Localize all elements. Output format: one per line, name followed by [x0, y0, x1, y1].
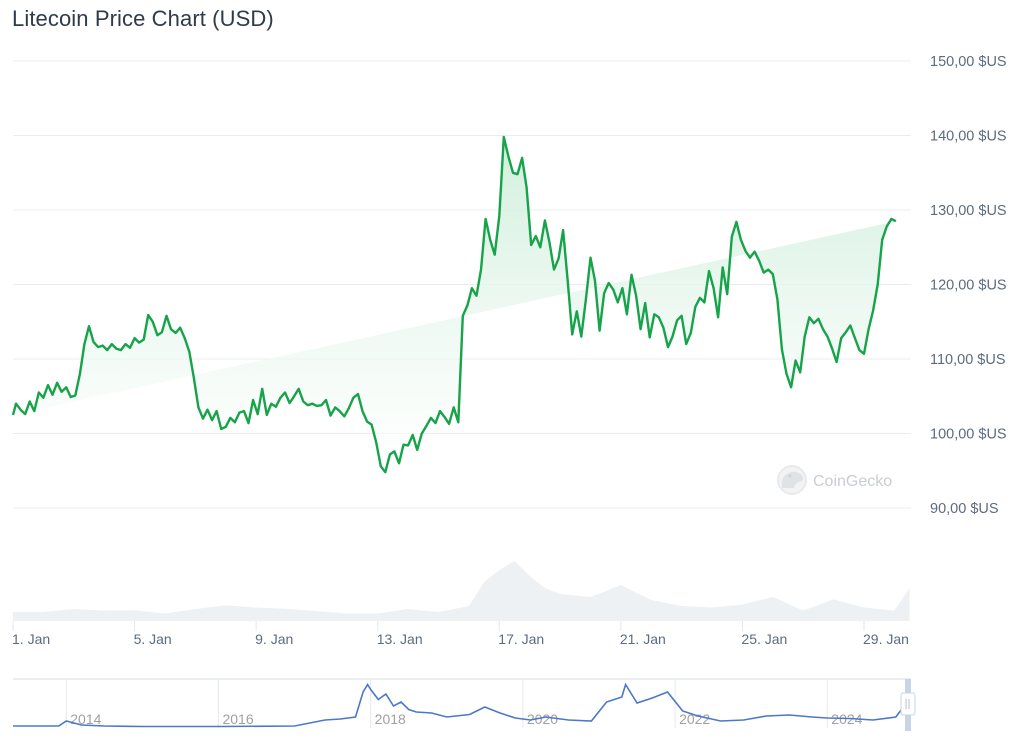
y-tick-label: 110,00 $US	[930, 352, 1006, 368]
navigator-handle[interactable]	[900, 692, 916, 716]
x-tick-label: 5. Jan	[134, 631, 172, 647]
navigator-line	[13, 682, 905, 728]
gecko-logo-icon	[777, 465, 807, 495]
y-tick-label: 130,00 $US	[930, 203, 1007, 219]
coingecko-watermark: CoinGecko	[777, 465, 892, 495]
x-tick-label: 25. Jan	[741, 631, 787, 647]
price-area-fill	[13, 137, 896, 473]
x-tick-label: 1. Jan	[12, 631, 50, 647]
x-tick-label: 9. Jan	[255, 631, 293, 647]
watermark-text: CoinGecko	[813, 473, 892, 490]
y-tick-label: 140,00 $US	[930, 129, 1007, 145]
y-tick-label: 150,00 $US	[930, 54, 1007, 70]
x-axis-ticks: 1. Jan 5. Jan 9. Jan 13. Jan 17. Jan 21. Jan 2…	[12, 621, 909, 647]
navigator-year-label: 2014	[70, 711, 101, 727]
price-line[interactable]	[11, 135, 897, 474]
x-tick-label: 21. Jan	[620, 631, 666, 647]
navigator-year-label: 2022	[679, 711, 710, 727]
navigator[interactable]: 2014 2016 2018 2020 2022 2024	[13, 678, 916, 731]
navigator-year-label: 2020	[527, 711, 558, 727]
x-tick-label: 29. Jan	[863, 631, 909, 647]
y-tick-label: 120,00 $US	[930, 278, 1007, 294]
y-gridlines	[13, 60, 911, 509]
y-axis-labels: 150,00 $US 140,00 $US 130,00 $US 120,00 $US…	[930, 54, 1007, 517]
navigator-year-label: 2016	[222, 711, 253, 727]
x-tick-label: 13. Jan	[377, 631, 423, 647]
y-tick-label: 90,00 $US	[930, 501, 999, 517]
page-title: Litecoin Price Chart (USD)	[12, 6, 274, 31]
volume-area	[13, 561, 910, 621]
x-tick-label: 17. Jan	[498, 631, 544, 647]
navigator-year-label: 2018	[375, 711, 406, 727]
y-tick-label: 100,00 $US	[930, 427, 1007, 443]
